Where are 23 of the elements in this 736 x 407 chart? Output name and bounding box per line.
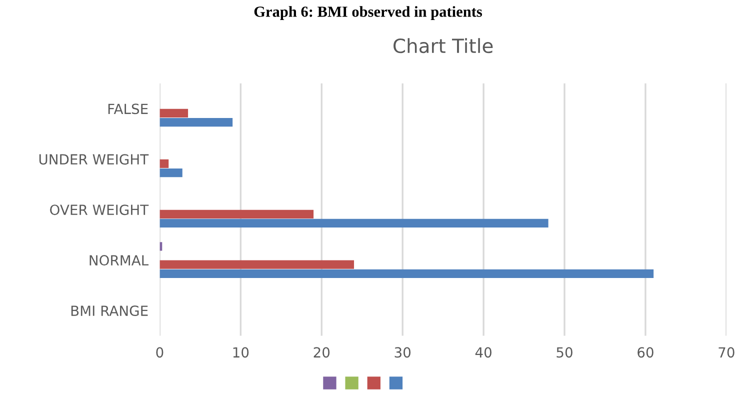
bar <box>160 159 169 168</box>
x-tick-label: 60 <box>638 347 654 358</box>
x-tick-label: 70 <box>718 347 734 358</box>
y-tick-label: FALSE <box>108 104 148 114</box>
bar <box>160 108 188 118</box>
x-tick-label: 10 <box>233 347 249 358</box>
bar <box>160 218 548 228</box>
bar <box>160 118 233 127</box>
x-tick-label: 0 <box>156 347 164 358</box>
y-tick-label: NORMAL <box>90 255 149 266</box>
bar <box>160 269 654 278</box>
x-tick-label: 40 <box>475 347 492 358</box>
x-tick-label: 50 <box>556 347 572 358</box>
y-tick-label: UNDER WEIGHT <box>39 154 149 165</box>
bar <box>160 260 354 269</box>
y-tick-label: OVER WEIGHT <box>50 204 149 216</box>
bar <box>160 210 314 218</box>
chart-title: Chart Title <box>394 38 493 54</box>
bar <box>160 168 182 178</box>
caption: Graph 6: BMI observed in patients <box>254 6 482 20</box>
x-tick-label: 30 <box>394 347 411 358</box>
y-tick-label: BMI RANGE <box>71 306 148 316</box>
x-tick-label: 20 <box>314 347 330 358</box>
